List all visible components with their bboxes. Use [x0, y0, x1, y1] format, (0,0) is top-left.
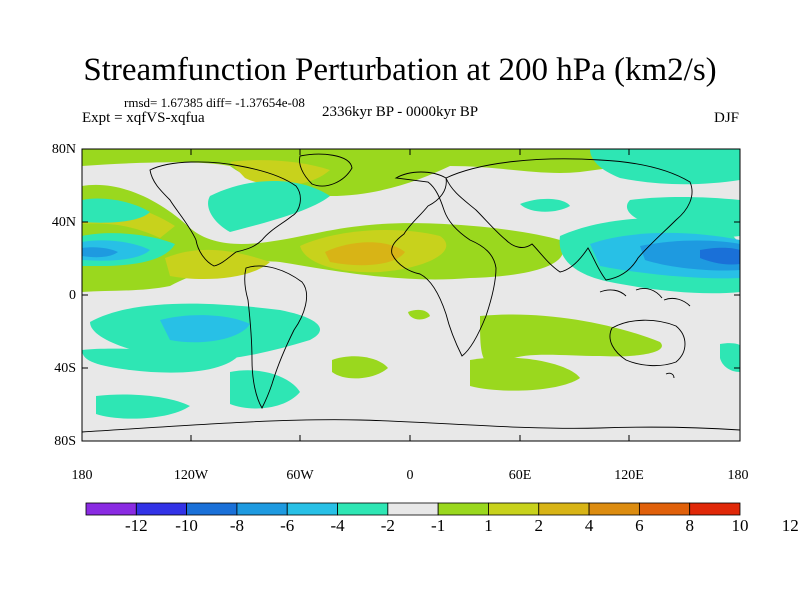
colorbar-swatch	[437, 502, 489, 516]
colorbar-swatch	[588, 502, 640, 516]
lat-label-eq: 0	[69, 288, 76, 303]
period-label: 2336kyr BP - 0000kyr BP	[322, 104, 479, 120]
colorbar	[85, 502, 741, 516]
experiment-label: Expt = xqfVS-xqfua	[82, 110, 205, 126]
stats-line: rmsd= 1.67385 diff= -1.37654e-08	[124, 95, 305, 110]
lat-label-80s: 80S	[54, 434, 76, 449]
contour-field	[82, 149, 740, 441]
colorbar-swatch	[186, 502, 238, 516]
colorbar-swatch	[135, 502, 188, 516]
lon-label-180e: 180	[727, 468, 749, 483]
colorbar-label: -2	[380, 516, 395, 535]
axis-ticks	[81, 148, 741, 442]
map-title: Streamfunction Perturbation at 200 hPa (…	[83, 52, 717, 88]
colorbar-swatch	[488, 502, 540, 516]
lon-label-0: 0	[406, 468, 414, 483]
colorbar-label: -12	[124, 516, 148, 535]
colorbar-swatch	[236, 502, 288, 516]
colorbar-label: 6	[635, 516, 644, 535]
coastlines	[82, 153, 740, 433]
colorbar-swatch	[85, 502, 137, 516]
colorbar-label: 8	[685, 516, 694, 535]
season-label: DJF	[714, 110, 740, 126]
colorbar-label: 1	[484, 516, 493, 535]
colorbar-label: 12	[781, 516, 799, 535]
colorbar-label: -8	[229, 516, 244, 535]
colorbar-swatch	[286, 502, 338, 516]
lon-label-120w: 120W	[173, 468, 209, 483]
lon-label-60e: 60E	[508, 468, 532, 483]
colorbar-swatch	[387, 502, 439, 516]
lat-label-80n: 80N	[51, 142, 76, 157]
colorbar-label: -4	[330, 516, 345, 535]
lat-label-40s: 40S	[54, 361, 76, 376]
lon-label-120e: 120E	[614, 468, 644, 483]
colorbar-swatch	[638, 502, 691, 516]
colorbar-swatch	[337, 502, 389, 516]
colorbar-label: 10	[731, 516, 749, 535]
lon-label-180w: 180	[71, 468, 93, 483]
lat-label-40n: 40N	[51, 215, 76, 230]
colorbar-label: -6	[280, 516, 295, 535]
colorbar-swatch	[538, 502, 590, 516]
colorbar-swatch	[689, 502, 741, 516]
colorbar-label: 4	[584, 516, 594, 535]
colorbar-label: -10	[175, 516, 198, 535]
colorbar-label: -1	[431, 516, 446, 535]
lon-label-60w: 60W	[286, 468, 314, 483]
colorbar-label: 2	[534, 516, 544, 535]
